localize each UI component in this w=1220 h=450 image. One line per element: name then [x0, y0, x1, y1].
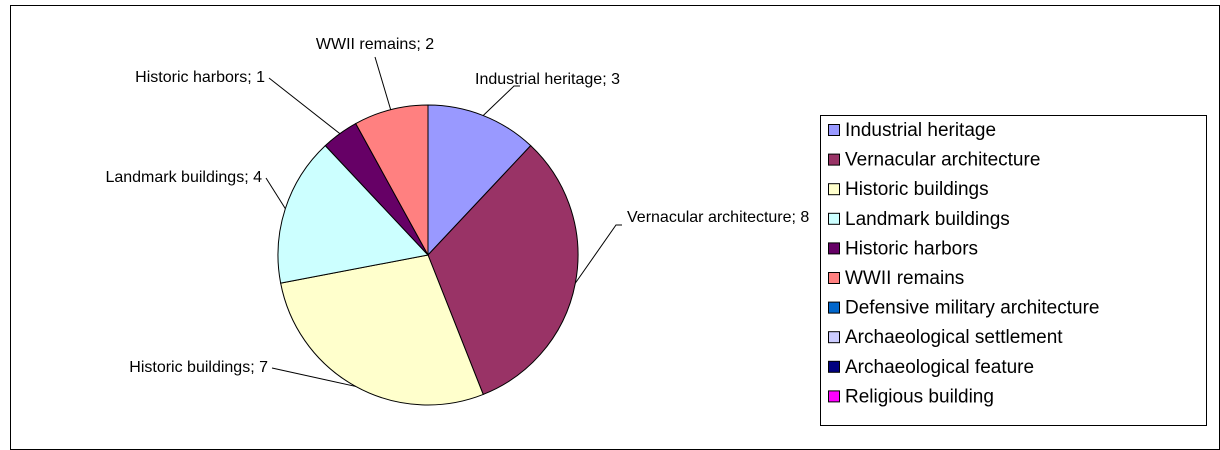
- pie-slice: [280, 254, 484, 406]
- data-label: Industrial heritage; 3: [475, 71, 620, 88]
- data-label: WWII remains; 2: [316, 36, 434, 53]
- legend-swatch: [828, 124, 840, 136]
- legend-label: Landmark buildings: [845, 209, 1010, 230]
- legend-swatch: [828, 390, 840, 403]
- pie-slice: [355, 104, 429, 256]
- leader-line: [482, 85, 520, 116]
- data-label: Historic buildings; 7: [129, 359, 268, 376]
- leader-line: [265, 177, 286, 209]
- legend-swatch: [828, 212, 840, 225]
- legend-swatch: [828, 272, 840, 284]
- legend-label: Religious building: [845, 386, 994, 407]
- legend-label: Defensive military architecture: [845, 298, 1099, 319]
- legend-swatch: [828, 301, 840, 314]
- legend-label: Vernacular architecture: [845, 150, 1040, 171]
- data-label: Historic harbors; 1: [135, 69, 265, 86]
- leader-line: [374, 56, 392, 110]
- legend-box: [820, 115, 1207, 426]
- data-label: Landmark buildings; 4: [105, 169, 262, 186]
- legend-label: Archaeological feature: [845, 357, 1034, 378]
- legend-label: Archaeological settlement: [845, 327, 1063, 348]
- legend-label: Historic buildings: [845, 179, 989, 200]
- legend-swatch: [828, 242, 840, 255]
- pie-slice: [427, 144, 579, 396]
- pie-slice: [277, 144, 429, 284]
- legend-label: Historic harbors: [845, 238, 978, 259]
- legend-swatch: [828, 183, 840, 196]
- legend-label: Industrial heritage: [845, 120, 996, 141]
- legend-swatch: [828, 331, 840, 344]
- pie-slice: [427, 104, 532, 257]
- data-label: Vernacular architecture; 8: [627, 209, 809, 226]
- legend-label: WWII remains: [845, 268, 964, 289]
- leader-line: [271, 367, 356, 387]
- leader-line: [268, 77, 341, 135]
- leader-line: [574, 224, 622, 284]
- legend-swatch: [828, 153, 840, 166]
- legend-swatch: [828, 360, 840, 373]
